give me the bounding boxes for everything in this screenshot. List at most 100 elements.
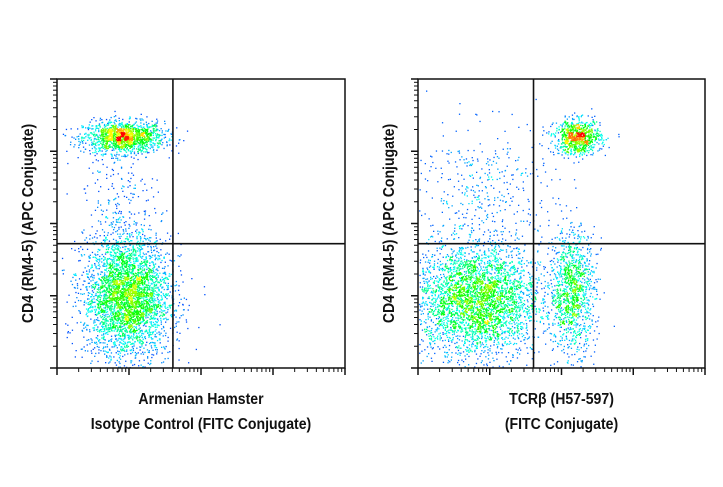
event-dot [119,306,121,308]
event-dot [105,317,107,320]
event-dot [142,338,144,340]
event-dot [114,130,116,132]
event-dot [138,248,140,250]
event-dot [90,132,93,134]
event-dot [102,323,104,325]
event-dot [102,138,104,140]
event-dot [154,334,156,336]
event-dot [170,314,172,316]
event-dot [123,283,125,285]
event-dot [185,298,188,301]
event-dot [104,342,106,344]
event-dot [105,118,108,121]
event-dot [156,312,159,314]
event-dot [128,310,131,312]
event-dot [119,358,122,360]
event-dot [83,151,85,153]
event-dot [87,136,89,138]
event-dot [113,299,115,301]
event-dot [108,278,110,280]
event-dot [129,285,131,287]
event-dot [117,283,119,285]
event-dot [118,273,120,275]
event-dot [116,303,118,305]
event-dot [115,139,117,141]
event-dot [96,314,98,316]
event-dot [146,273,148,275]
event-dot [126,297,129,299]
event-dot [152,129,154,131]
event-dot [94,253,96,255]
event-dot [155,245,157,247]
event-dot [86,288,88,290]
event-dot [117,297,119,300]
event-dot [188,304,190,307]
event-dot [141,316,143,319]
event-dot [136,353,138,355]
event-dot [105,328,108,331]
event-dot [134,140,136,142]
event-dot [137,140,139,142]
event-dot [123,131,125,133]
event-dot [123,149,125,151]
event-dot [152,269,154,271]
event-dot [115,269,117,271]
event-dot [126,274,129,276]
event-dot [136,140,138,142]
event-dot [113,293,115,296]
event-dot [120,139,123,141]
event-dot [137,287,139,289]
event-dot [140,142,142,144]
event-dot [133,220,135,222]
event-dot [112,281,114,283]
event-dot [157,276,159,278]
event-dot [125,329,127,331]
event-dot [112,267,114,269]
event-dot [120,309,122,311]
event-dot [151,292,153,294]
event-dot [134,267,136,269]
event-dot [111,272,113,274]
event-dot [110,335,113,337]
event-dot [141,273,143,275]
event-dot [125,230,127,232]
event-dot [118,245,120,247]
event-dot [145,264,147,266]
event-dot [118,298,121,301]
event-dot [131,288,134,290]
event-dot [147,140,150,142]
event-dot [150,269,152,271]
event-dot [118,256,121,258]
event-dot [163,288,165,291]
event-dot [132,252,134,254]
event-dot [174,290,177,292]
event-dot [120,212,122,215]
event-dot [130,289,133,291]
event-dot [100,204,102,206]
event-dot [164,282,167,284]
event-dot [154,336,156,338]
event-dot [117,157,119,159]
event-dot [113,226,116,229]
event-dot [103,153,106,155]
event-dot [93,117,95,119]
event-dot [115,124,117,126]
event-dot [81,274,83,276]
event-dot [103,277,105,279]
event-dot [85,132,87,134]
event-dot [148,308,151,310]
event-dot [110,312,112,314]
event-dot [118,236,120,238]
event-dot [127,320,130,322]
event-dot [141,136,143,139]
event-dot [104,284,106,286]
event-dot [147,298,149,300]
event-dot [111,134,113,136]
event-dot [126,275,128,278]
event-dot [133,223,135,225]
event-dot [182,303,184,306]
event-dot [142,190,144,192]
event-dot [154,284,156,286]
event-dot [113,252,116,254]
event-dot [108,203,110,205]
